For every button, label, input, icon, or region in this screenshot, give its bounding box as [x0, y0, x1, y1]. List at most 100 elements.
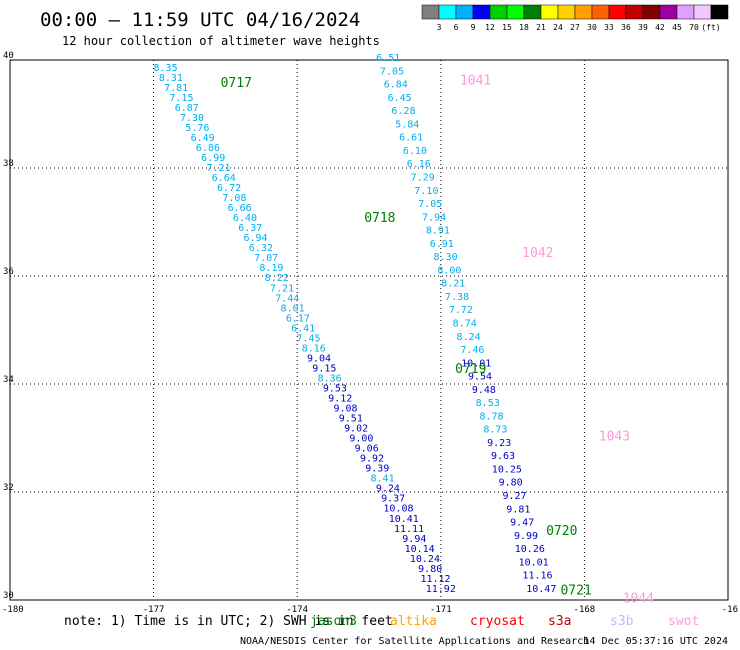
wave-height-label: 9.99 — [514, 531, 538, 542]
x-tick-label: -180 — [2, 605, 24, 615]
wave-height-label: 6.49 — [191, 133, 215, 144]
legend-label: 42 — [655, 23, 665, 32]
wave-height-label: 6.16 — [407, 159, 431, 170]
wave-height-label: 7.30 — [180, 113, 204, 124]
wave-height-label: 7.10 — [414, 186, 438, 197]
wave-height-label: 6.32 — [249, 243, 273, 254]
wave-height-label: 9.47 — [510, 518, 534, 529]
wave-height-label: 7.46 — [460, 345, 484, 356]
wave-height-label: 8.53 — [476, 398, 500, 409]
wave-height-label: 7.38 — [445, 292, 469, 303]
wave-height-label: 11.16 — [522, 571, 552, 582]
legend-swatch — [472, 4, 491, 20]
wave-height-label: 9.37 — [381, 494, 405, 505]
wave-height-label: 10.01 — [461, 358, 491, 369]
legend-label: 45 — [672, 23, 682, 32]
legend-label: 6 — [454, 23, 459, 32]
wave-height-label: 8.30 — [434, 252, 458, 263]
wave-height-label: 9.80 — [418, 564, 442, 575]
satellite-name: s3b — [610, 614, 634, 629]
wave-height-label: 6.94 — [243, 233, 267, 244]
wave-height-label: 9.53 — [323, 383, 347, 394]
wave-height-label: 8.24 — [457, 332, 481, 343]
wave-height-label: 10.26 — [515, 544, 545, 555]
wave-height-label: 7.05 — [380, 66, 404, 77]
units-note: note: 1) Time is in UTC; 2) SWH is in fe… — [64, 614, 393, 629]
wave-height-label: 9.06 — [355, 444, 379, 455]
satellite-name: altika — [390, 614, 437, 629]
pass-label: 1044 — [623, 592, 654, 607]
legend-swatch — [591, 4, 610, 20]
wave-height-label: 8.36 — [318, 373, 342, 384]
x-tick-label: -171 — [430, 605, 452, 615]
legend-swatch — [455, 4, 474, 20]
wave-height-label: 9.24 — [376, 484, 400, 495]
wave-height-label: 9.92 — [360, 454, 384, 465]
wave-height-label: 6.17 — [286, 313, 310, 324]
y-tick-label: 38 — [3, 159, 14, 169]
wave-height-label: 6.99 — [201, 153, 225, 164]
wave-height-label: 6.86 — [196, 143, 220, 154]
wave-height-label: 6.40 — [233, 213, 257, 224]
legend-label: (ft) — [701, 23, 720, 32]
wave-height-label: 11.92 — [426, 584, 456, 595]
wave-height-label: 10.14 — [405, 544, 435, 555]
color-legend: 3 6 9 12 15 18 21 24 27 30 33 36 39 42 45 70 (ft) — [421, 4, 729, 32]
wave-height-label: 7.45 — [296, 333, 320, 344]
wave-height-label: 9.27 — [502, 491, 526, 502]
wave-height-label: 6.72 — [217, 183, 241, 194]
wave-height-label: 9.80 — [499, 478, 523, 489]
x-tick-label: -16 — [722, 605, 738, 615]
wave-height-label: 7.21 — [206, 163, 230, 174]
wave-height-label: 8.00 — [437, 265, 461, 276]
legend-label: 21 — [536, 23, 546, 32]
legend-swatch — [574, 4, 593, 20]
legend-swatch — [506, 4, 525, 20]
satellite-name: cryosat — [470, 614, 525, 629]
legend-label: 12 — [485, 23, 495, 32]
x-tick-label: -168 — [574, 605, 596, 615]
wave-height-label: 6.10 — [403, 146, 427, 157]
wave-height-label: 8.74 — [453, 318, 477, 329]
wave-height-label: 8.41 — [371, 474, 395, 485]
legend-label: 70 — [689, 23, 699, 32]
wave-height-label: 7.15 — [169, 93, 193, 104]
wave-height-label: 6.64 — [212, 173, 236, 184]
legend-swatch — [676, 4, 695, 20]
footer-timestamp: 14 Dec 05:37:16 UTC 2024 — [584, 636, 729, 647]
pass-label: 1043 — [599, 430, 630, 445]
x-tick-label: -177 — [143, 605, 165, 615]
wave-height-label: 6.66 — [228, 203, 252, 214]
wave-height-label: 10.47 — [526, 584, 556, 595]
wave-height-label: 6.28 — [391, 106, 415, 117]
wave-height-label: 7.72 — [449, 305, 473, 316]
wave-height-label: 8.21 — [441, 279, 465, 290]
legend-label: 24 — [553, 23, 563, 32]
wave-height-label: 6.45 — [388, 93, 412, 104]
legend-swatch — [608, 4, 627, 20]
plot-frame — [9, 59, 729, 601]
satellite-legend: jason3 altika cryosat s3a s3b swot — [310, 614, 699, 629]
wave-height-label: 8.73 — [483, 425, 507, 436]
satellite-name: jason3 — [310, 614, 357, 629]
grid — [10, 60, 728, 600]
wave-height-label: 8.31 — [159, 73, 183, 84]
x-tick-label: -174 — [286, 605, 308, 615]
wave-height-label: 8.78 — [479, 411, 503, 422]
legend-swatch — [523, 4, 542, 20]
pass-label: 0717 — [221, 76, 252, 91]
chart-subtitle: 12 hour collection of altimeter wave hei… — [62, 34, 380, 48]
wave-height-label: 10.01 — [519, 557, 549, 568]
wave-height-label: 9.12 — [328, 393, 352, 404]
wave-height-label: 10.25 — [492, 464, 522, 475]
wave-height-label: 6.41 — [291, 323, 315, 334]
legend-label: 33 — [604, 23, 614, 32]
wave-height-label: 6.84 — [384, 80, 408, 91]
wave-height-label: 9.04 — [307, 353, 331, 364]
wave-height-label: 8.91 — [426, 226, 450, 237]
wave-height-label: 9.48 — [472, 385, 496, 396]
wave-height-label: 6.91 — [430, 239, 454, 250]
pass-label: 0718 — [364, 211, 395, 226]
wave-height-label: 10.24 — [410, 554, 440, 565]
